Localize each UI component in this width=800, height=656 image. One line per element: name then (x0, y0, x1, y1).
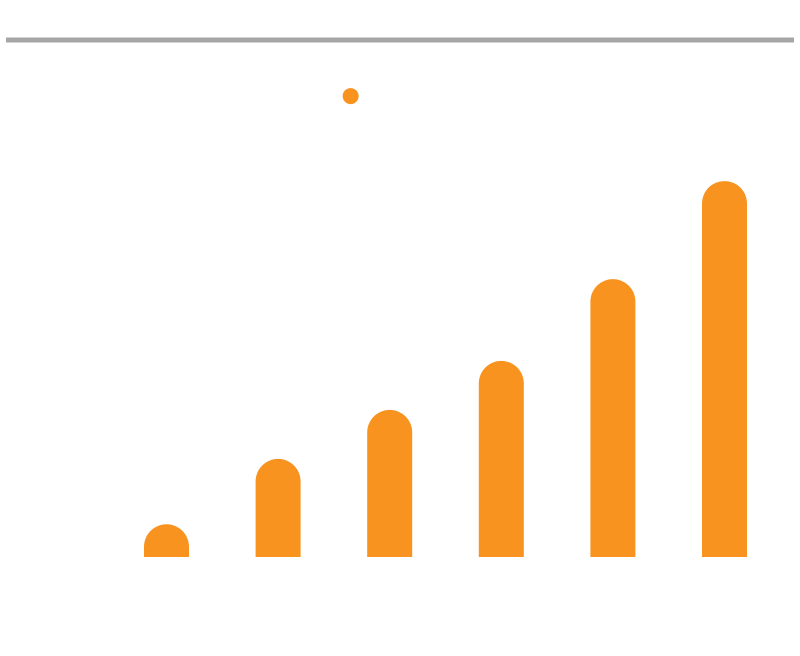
bar-2 (255, 458, 301, 557)
bar-group (144, 181, 747, 558)
bar-6 (702, 181, 747, 558)
bar-4 (478, 360, 524, 557)
bar-1 (144, 524, 189, 557)
legend-dot (342, 88, 359, 105)
bar-3 (367, 409, 413, 557)
bar-5 (590, 279, 636, 557)
